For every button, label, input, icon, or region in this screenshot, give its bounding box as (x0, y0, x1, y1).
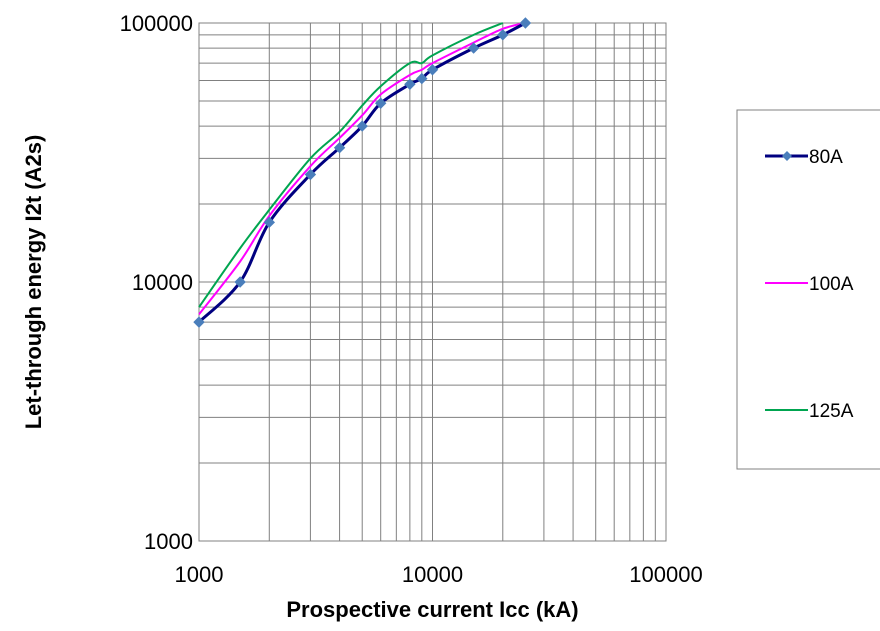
x-tick-label: 1000 (175, 562, 224, 587)
data-point-marker (234, 276, 246, 288)
data-point-marker (263, 216, 275, 229)
data-point-marker (467, 42, 480, 54)
data-point-marker (374, 97, 387, 109)
legend: 80A 100A 125A (765, 147, 854, 422)
legend-box (736, 109, 880, 470)
y-tick-label: 10000 (132, 270, 193, 295)
data-point-marker (416, 72, 428, 85)
data-point-marker (356, 120, 368, 132)
series-lines (193, 17, 532, 328)
data-point-marker (304, 168, 317, 181)
series-line-125A (198, 22, 504, 308)
y-tick-label: 1000 (144, 529, 193, 554)
data-point-marker (193, 316, 205, 328)
legend-marker (782, 151, 792, 161)
grid (198, 22, 667, 542)
data-point-marker (497, 29, 509, 41)
data-point-marker (519, 17, 532, 29)
legend-label-125A: 125A (809, 401, 854, 422)
data-point-marker (404, 78, 416, 90)
tick-labels: 1000 10000 100000 1000 10000 100000 (120, 11, 703, 587)
y-axis-title: Let-through energy I2t (A2s) (21, 135, 46, 430)
data-point-marker (426, 64, 439, 76)
data-point-marker (333, 141, 346, 154)
y-tick-label: 100000 (120, 11, 193, 36)
x-tick-label: 100000 (629, 562, 702, 587)
x-tick-label: 10000 (402, 562, 463, 587)
x-axis-title: Prospective current Icc (kA) (286, 597, 578, 622)
legend-label-100A: 100A (809, 274, 854, 295)
legend-label-80A: 80A (809, 147, 843, 168)
plot-area-frame (198, 22, 667, 542)
